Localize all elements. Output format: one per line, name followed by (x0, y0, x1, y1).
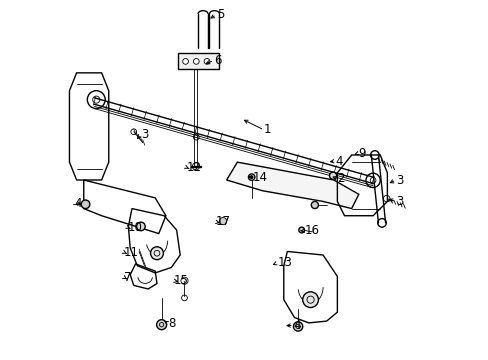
Text: 1: 1 (264, 123, 271, 136)
Text: 11: 11 (123, 246, 139, 258)
Circle shape (136, 222, 145, 231)
Circle shape (203, 59, 209, 64)
Text: 3: 3 (395, 174, 403, 186)
Text: 3: 3 (395, 195, 403, 208)
Text: 10: 10 (127, 221, 142, 234)
Text: 6: 6 (214, 54, 221, 67)
Text: 4: 4 (75, 197, 82, 210)
Circle shape (298, 227, 304, 233)
Text: 12: 12 (186, 161, 201, 174)
Circle shape (150, 247, 163, 260)
Circle shape (193, 59, 199, 64)
Bar (178, 53, 219, 69)
Text: 7: 7 (123, 271, 131, 284)
Text: 13: 13 (277, 256, 292, 269)
Circle shape (219, 217, 226, 225)
Text: 16: 16 (304, 224, 319, 237)
Text: 3: 3 (141, 128, 148, 141)
Text: 17: 17 (215, 215, 230, 228)
Text: 4: 4 (293, 319, 301, 332)
Circle shape (302, 292, 318, 307)
Circle shape (156, 320, 166, 330)
Circle shape (81, 200, 90, 208)
Text: 9: 9 (357, 147, 365, 160)
Circle shape (311, 202, 318, 208)
Polygon shape (226, 162, 358, 208)
Text: 2: 2 (336, 172, 344, 185)
Circle shape (293, 322, 302, 331)
Circle shape (329, 172, 336, 179)
Text: 14: 14 (252, 171, 267, 184)
Text: 5: 5 (216, 8, 224, 21)
Text: 15: 15 (173, 274, 188, 287)
Circle shape (250, 176, 253, 179)
Text: 4: 4 (335, 154, 343, 167)
Circle shape (183, 59, 188, 64)
Text: 8: 8 (168, 317, 175, 330)
